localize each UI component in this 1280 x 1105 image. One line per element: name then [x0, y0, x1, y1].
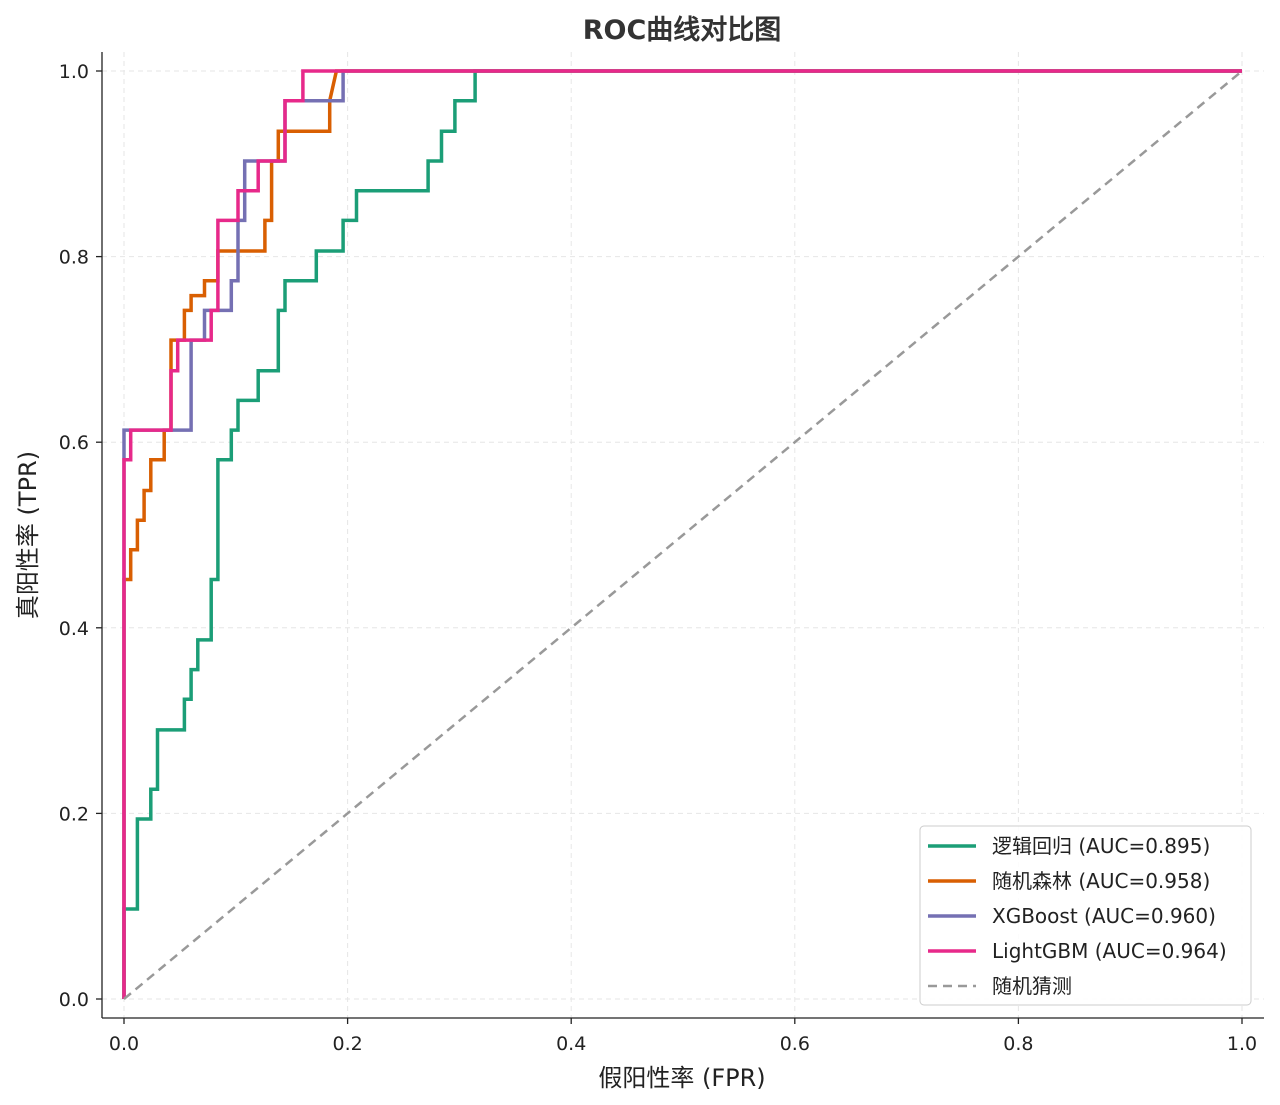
legend-label: XGBoost (AUC=0.960) — [992, 904, 1216, 928]
x-tick-label: 0.6 — [780, 1033, 810, 1055]
y-tick-label: 0.6 — [59, 432, 89, 454]
y-tick-label: 0.2 — [59, 803, 89, 825]
legend-label: 逻辑回归 (AUC=0.895) — [992, 834, 1210, 858]
grid — [102, 52, 1264, 1018]
x-tick-label: 0.0 — [109, 1033, 139, 1055]
legend-label: 随机猜测 — [992, 974, 1072, 998]
axes — [101, 52, 1264, 1019]
legend-label: LightGBM (AUC=0.964) — [992, 939, 1227, 963]
ticks: 0.0 0.2 0.4 0.6 0.8 1.0 0.0 0.2 0.4 0.6 0.8 1.0 — [59, 61, 1257, 1055]
x-tick-label: 0.8 — [1003, 1033, 1033, 1055]
y-tick-label: 0.4 — [59, 618, 89, 640]
series-line-4 — [123, 70, 1243, 1000]
legend: 逻辑回归 (AUC=0.895) 随机森林 (AUC=0.958) XGBoost … — [919, 825, 1252, 1006]
legend-label: 随机森林 (AUC=0.958) — [992, 869, 1210, 893]
x-axis-label: 假阳性率 (FPR) — [598, 1064, 765, 1092]
series-line-0 — [122, 69, 1242, 999]
legend-box — [919, 825, 1252, 1006]
series-line-1 — [122, 69, 1242, 999]
y-tick-label: 0.0 — [59, 989, 89, 1011]
y-tick-label: 0.8 — [59, 247, 89, 269]
series-layer — [122, 69, 1243, 1000]
x-tick-label: 0.4 — [556, 1033, 586, 1055]
y-tick-label: 1.0 — [59, 61, 89, 83]
series-line-3 — [122, 69, 1242, 999]
y-axis-label: 真阳性率 (TPR) — [14, 451, 42, 619]
x-tick-label: 1.0 — [1227, 1033, 1257, 1055]
x-tick-label: 0.2 — [332, 1033, 362, 1055]
chart-title: ROC曲线对比图 — [583, 15, 782, 46]
